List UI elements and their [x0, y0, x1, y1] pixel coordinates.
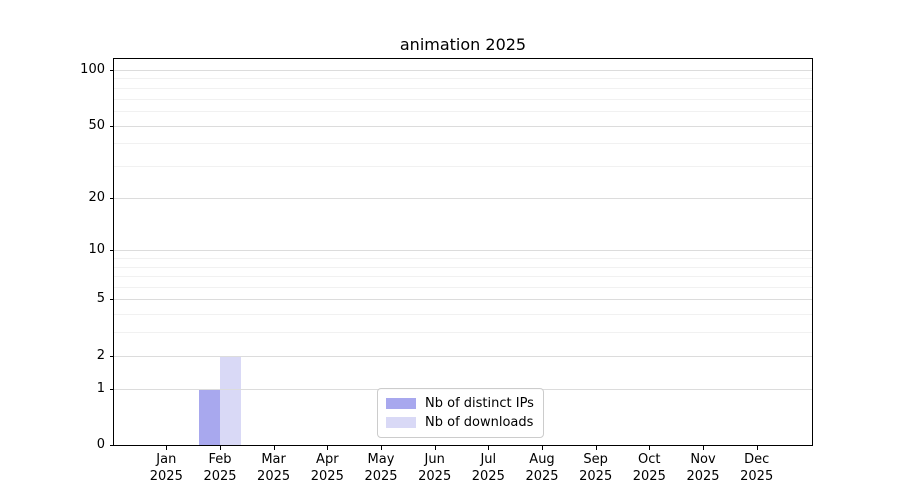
x-axis-tick-label: Feb 2025 [192, 451, 248, 485]
gridline-minor [114, 110, 812, 112]
y-axis-tick-label: 10 [88, 242, 105, 258]
y-axis-tick [110, 355, 114, 357]
gridline-minor [114, 314, 812, 316]
legend-swatch [386, 417, 416, 428]
legend-item: Nb of downloads [386, 415, 535, 430]
x-axis-tick [273, 446, 275, 450]
x-tick-year: 2025 [364, 469, 398, 484]
x-axis-tick [381, 446, 382, 450]
x-axis-tick [327, 446, 329, 450]
gridline-minor [114, 87, 812, 89]
x-axis-tick-label: May 2025 [353, 451, 409, 485]
y-axis-tick-label: 50 [88, 117, 105, 133]
y-axis-tick [110, 299, 114, 301]
x-tick-month: Dec [744, 452, 770, 467]
x-axis-tick-label: Jun 2025 [407, 451, 463, 485]
legend-swatch [386, 398, 416, 409]
x-tick-year: 2025 [149, 469, 183, 484]
x-axis-tick [488, 446, 490, 450]
x-tick-year: 2025 [203, 469, 237, 484]
gridline-major [114, 299, 812, 301]
gridline-minor [114, 286, 812, 288]
gridline-minor [114, 143, 812, 145]
gridline-major [114, 197, 812, 199]
chart-title: animation 2025 [399, 35, 527, 54]
x-axis-tick [649, 446, 651, 450]
gridline-major [114, 70, 812, 71]
gridline-major [114, 250, 812, 252]
gridline-minor [114, 276, 812, 277]
y-axis-tick-label: 5 [96, 291, 105, 307]
y-axis-tick-label: 20 [88, 189, 105, 205]
y-axis-tick-label: 0 [96, 437, 105, 452]
gridline-major [114, 355, 812, 357]
gridline-minor [114, 266, 812, 268]
x-tick-month: Aug [529, 452, 555, 467]
x-axis-tick [756, 446, 758, 450]
x-tick-year: 2025 [418, 469, 452, 484]
x-tick-month: Oct [638, 452, 661, 467]
gridline-major [114, 125, 812, 127]
x-axis-tick [166, 446, 168, 450]
x-tick-year: 2025 [257, 469, 291, 484]
x-axis-tick-label: Mar 2025 [246, 451, 302, 485]
x-tick-year: 2025 [525, 469, 559, 484]
legend: Nb of distinct IPs Nb of downloads [377, 388, 544, 438]
x-axis-tick-label: Jan 2025 [138, 451, 194, 485]
x-axis-tick-label: Apr 2025 [299, 451, 355, 485]
x-axis-tick-label: Dec 2025 [729, 451, 785, 485]
gridline-minor [114, 166, 812, 167]
x-tick-month: Sep [583, 452, 608, 467]
x-axis-tick [703, 446, 704, 450]
x-axis-tick [542, 446, 543, 450]
y-axis-tick [110, 70, 114, 71]
x-axis-tick [220, 446, 221, 450]
y-axis-tick [110, 388, 114, 390]
y-axis-tick [110, 125, 114, 127]
gridline-minor [114, 332, 812, 334]
y-axis-tick-label: 100 [80, 62, 105, 77]
x-tick-month: Feb [208, 452, 232, 467]
bar-nb-of-distinct-ips [199, 388, 220, 445]
x-tick-year: 2025 [471, 469, 505, 484]
legend-label: Nb of distinct IPs [425, 396, 534, 411]
gridline-minor [114, 98, 812, 100]
x-tick-month: Apr [316, 452, 339, 467]
gridline-minor [114, 78, 812, 80]
x-tick-month: Jun [424, 452, 445, 467]
legend-label: Nb of downloads [425, 415, 534, 430]
y-axis-tick [110, 250, 114, 252]
y-axis-tick [110, 445, 114, 446]
gridline-minor [114, 257, 812, 259]
x-tick-year: 2025 [686, 469, 720, 484]
x-axis-tick-label: Sep 2025 [568, 451, 624, 485]
x-tick-year: 2025 [310, 469, 344, 484]
x-tick-month: Jan [156, 452, 177, 467]
x-tick-month: Mar [261, 452, 286, 467]
x-axis-tick [434, 446, 436, 450]
plot-area [113, 58, 813, 446]
legend-item: Nb of distinct IPs [386, 396, 535, 411]
y-axis-tick-label: 1 [96, 380, 105, 396]
x-tick-month: May [367, 452, 395, 467]
x-tick-year: 2025 [740, 469, 774, 484]
y-axis-tick-label: 2 [96, 347, 105, 363]
x-tick-month: Nov [690, 452, 716, 467]
x-axis-tick-label: Oct 2025 [621, 451, 677, 485]
x-axis-tick [595, 446, 597, 450]
bar-nb-of-downloads [220, 355, 241, 445]
x-tick-month: Jul [480, 452, 497, 467]
x-axis-tick-label: Nov 2025 [675, 451, 731, 485]
x-axis-tick-label: Aug 2025 [514, 451, 570, 485]
y-axis-tick [110, 197, 114, 199]
x-tick-year: 2025 [632, 469, 666, 484]
x-tick-year: 2025 [579, 469, 613, 484]
x-axis-tick-label: Jul 2025 [460, 451, 516, 485]
